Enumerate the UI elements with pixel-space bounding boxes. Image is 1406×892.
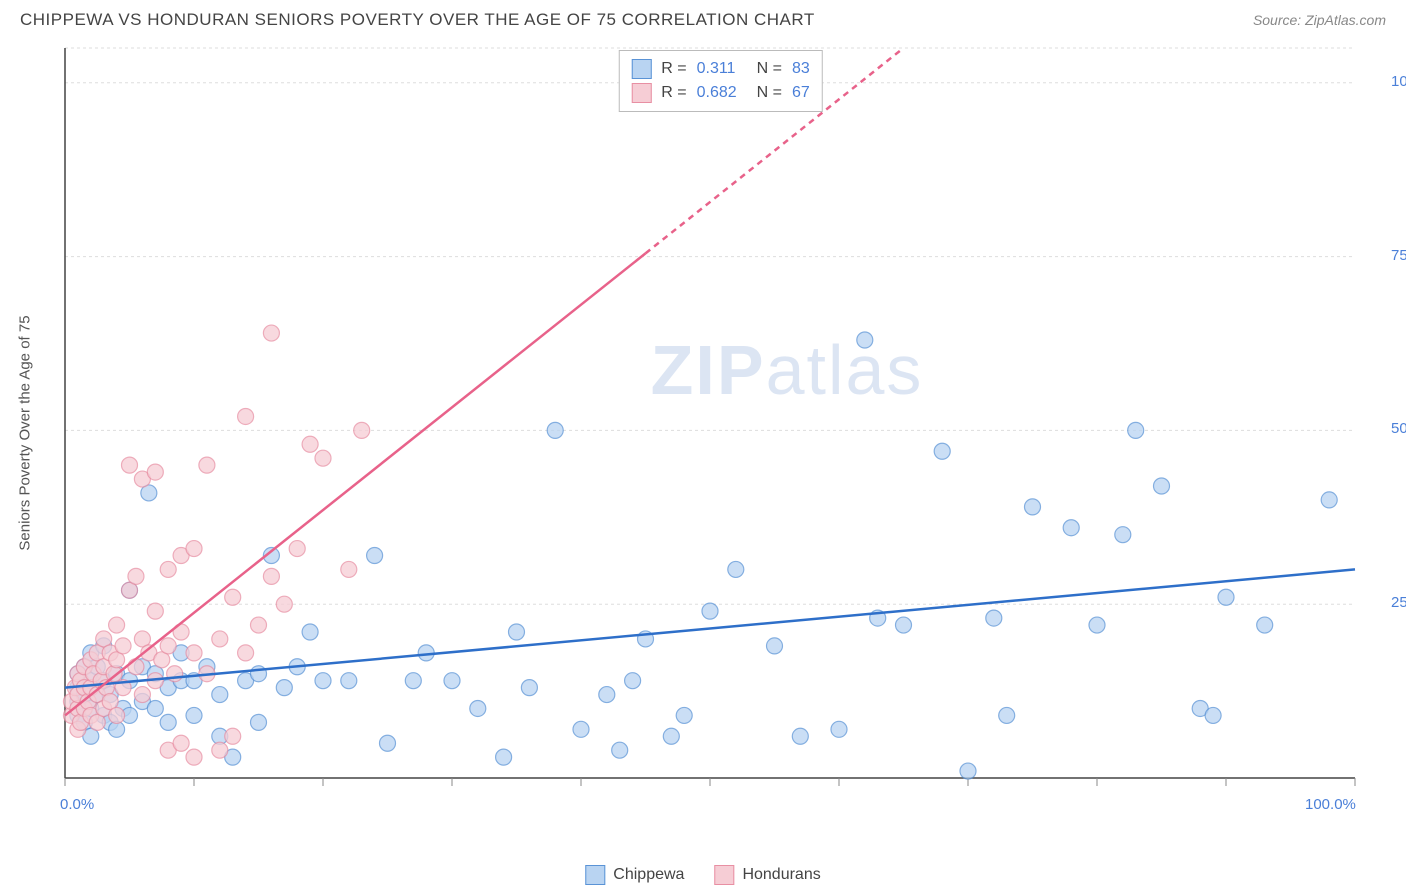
bottom-legend: Chippewa Hondurans bbox=[585, 865, 820, 885]
y-tick-label: 50.0% bbox=[1391, 420, 1406, 437]
chart-title: CHIPPEWA VS HONDURAN SENIORS POVERTY OVE… bbox=[20, 10, 815, 30]
n-label: N = bbox=[757, 84, 782, 102]
scatter-chart-svg bbox=[55, 38, 1365, 793]
legend-label: Chippewa bbox=[613, 866, 684, 884]
n-label: N = bbox=[757, 60, 782, 78]
stats-row: R = 0.311 N = 83 bbox=[631, 57, 809, 81]
r-label: R = bbox=[661, 60, 686, 78]
series-swatch bbox=[631, 83, 651, 103]
n-value: 67 bbox=[792, 84, 810, 102]
stats-row: R = 0.682 N = 67 bbox=[631, 81, 809, 105]
x-tick-label: 100.0% bbox=[1305, 796, 1356, 813]
n-value: 83 bbox=[792, 60, 810, 78]
stats-legend-box: R = 0.311 N = 83 R = 0.682 N = 67 bbox=[618, 50, 822, 112]
chart-container: Seniors Poverty Over the Age of 75 ZIPat… bbox=[55, 38, 1386, 828]
x-tick-label: 0.0% bbox=[60, 796, 94, 813]
legend-swatch bbox=[714, 865, 734, 885]
legend-label: Hondurans bbox=[742, 866, 820, 884]
legend-item: Hondurans bbox=[714, 865, 820, 885]
y-tick-label: 25.0% bbox=[1391, 594, 1406, 611]
r-label: R = bbox=[661, 84, 686, 102]
chart-header: CHIPPEWA VS HONDURAN SENIORS POVERTY OVE… bbox=[0, 0, 1406, 38]
y-axis-label: Seniors Poverty Over the Age of 75 bbox=[17, 315, 34, 550]
series-swatch bbox=[631, 59, 651, 79]
chart-source: Source: ZipAtlas.com bbox=[1253, 12, 1386, 28]
y-tick-label: 75.0% bbox=[1391, 247, 1406, 264]
r-value: 0.311 bbox=[697, 60, 747, 78]
r-value: 0.682 bbox=[697, 84, 747, 102]
y-tick-label: 100.0% bbox=[1391, 73, 1406, 90]
legend-item: Chippewa bbox=[585, 865, 684, 885]
legend-swatch bbox=[585, 865, 605, 885]
